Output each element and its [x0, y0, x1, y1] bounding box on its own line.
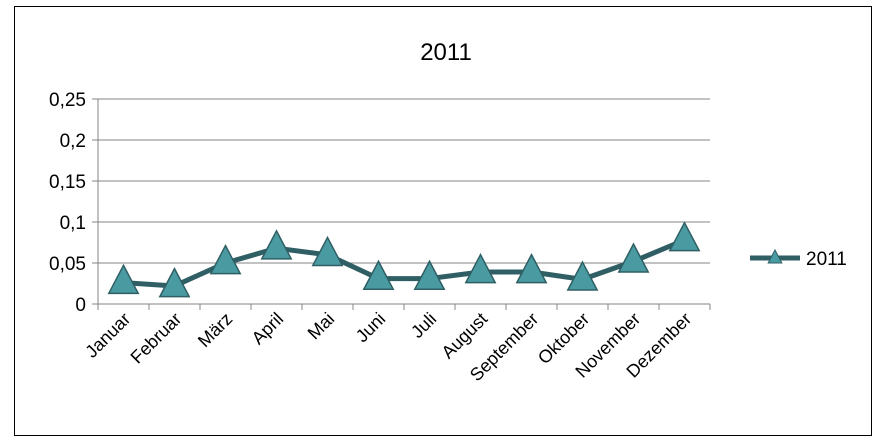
data-point	[107, 263, 140, 295]
x-tick-label: Mai	[304, 309, 339, 344]
y-tick-label: 0,05	[49, 254, 86, 275]
axes	[92, 98, 711, 310]
x-tick-label: Juli	[407, 309, 440, 342]
x-tick-label: April	[248, 309, 288, 349]
data-point	[362, 259, 395, 290]
legend: 2011	[750, 248, 847, 270]
y-tick-label: 0,25	[49, 90, 86, 111]
data-point	[617, 242, 650, 273]
data-point	[668, 221, 701, 252]
data-point	[413, 259, 446, 290]
data-point	[260, 229, 293, 260]
data-point	[209, 244, 242, 275]
legend-marker	[767, 248, 783, 264]
x-tick-label: März	[194, 309, 236, 351]
x-tick-label: Juni	[352, 309, 389, 346]
y-tick-labels: 0 0,05 0,1 0,15 0,2 0,25	[49, 90, 86, 316]
x-tick-label: Februar	[127, 309, 186, 368]
series-2011	[107, 221, 701, 298]
data-point	[464, 253, 497, 284]
grid-lines	[98, 98, 710, 264]
legend-label: 2011	[806, 249, 847, 270]
data-point	[311, 235, 344, 267]
chart-frame	[14, 6, 872, 436]
y-tick-label: 0,2	[60, 131, 86, 152]
y-tick-label: 0	[75, 295, 86, 316]
data-point	[515, 253, 548, 284]
y-tick-label: 0,15	[49, 172, 86, 193]
y-tick-label: 0,1	[60, 213, 86, 234]
data-point	[566, 260, 599, 291]
data-point	[158, 266, 191, 298]
chart-title: 2011	[420, 39, 472, 66]
